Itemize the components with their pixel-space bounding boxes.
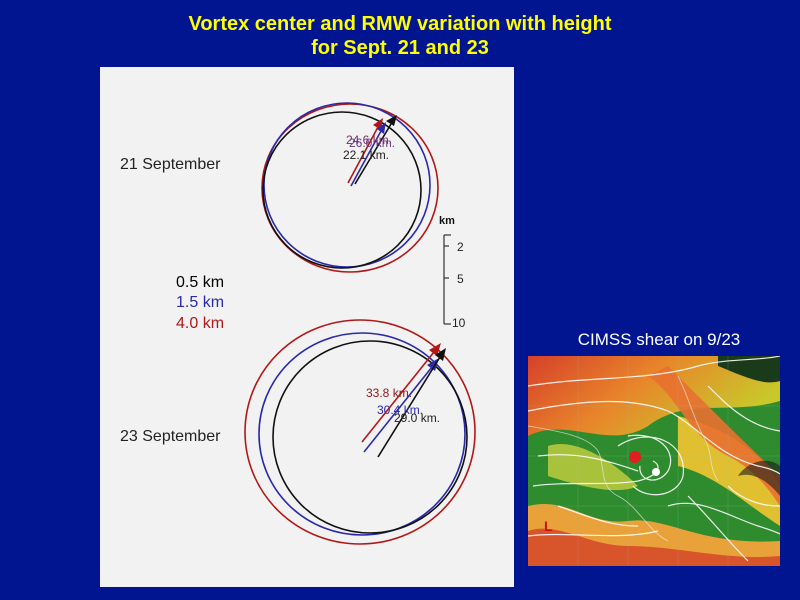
sep21-rmw-0-5km: 22.1 km.	[343, 148, 389, 162]
legend-4-0km: 4.0 km	[176, 315, 224, 332]
sep21-rmw-1-5km: 26.0 km.	[349, 136, 395, 150]
page-title: Vortex center and RMW variation with hei…	[0, 12, 800, 60]
vortex-diagram: 24.6 km. 26.0 km. 22.1 km. 33.8 km. 30.4…	[120, 102, 476, 545]
sep21-circle-0-5km	[262, 111, 422, 269]
scale-tick-10: 10	[452, 316, 466, 330]
sep23-rmw-4km: 33.8 km.	[366, 386, 412, 400]
height-scale: km 2 5 10	[439, 215, 466, 330]
row-label-21-september: 21 September	[120, 156, 221, 173]
legend-1-5km: 1.5 km	[176, 294, 224, 311]
sep23-arrows	[361, 343, 446, 458]
storm-eye	[652, 468, 660, 476]
sep23-circles	[244, 319, 476, 545]
vortex-diagram-panel: 24.6 km. 26.0 km. 22.1 km. 33.8 km. 30.4…	[100, 67, 514, 587]
sep21-arrowhead-blue	[377, 122, 386, 134]
sep23-rmw-1-5km: 30.4 km.	[377, 403, 423, 417]
shear-map-graphic: L	[528, 356, 780, 566]
sep23-circle-0-5km	[272, 340, 468, 534]
sep23-arrowhead-red	[429, 343, 441, 356]
scale-tick-2: 2	[457, 240, 464, 254]
sep23-circle-1-5km	[258, 332, 466, 536]
low-pressure-label: L	[544, 518, 553, 534]
sep21-rmw-4km: 24.6 km.	[346, 133, 392, 147]
scale-unit: km	[439, 215, 455, 227]
title-line-2: for Sept. 21 and 23	[311, 37, 489, 59]
scale-tick-5: 5	[457, 272, 464, 286]
row-label-23-september: 23 September	[120, 428, 221, 445]
storm-center-marker	[629, 451, 641, 463]
sep21-arrowhead-black	[386, 115, 397, 126]
sep23-rmw-0-5km: 29.0 km.	[394, 411, 440, 425]
sep21-arrows	[347, 115, 397, 187]
sep23-arrowhead-blue	[427, 358, 439, 371]
sep23-circle-4km	[244, 319, 476, 545]
sep21-circle-4km	[261, 103, 439, 273]
sep21-circle-1-5km	[263, 102, 431, 268]
legend-0-5km: 0.5 km	[176, 274, 224, 291]
cimss-shear-map: L	[528, 356, 780, 566]
sep23-arrowhead-black	[435, 348, 446, 361]
title-line-1: Vortex center and RMW variation with hei…	[188, 13, 612, 35]
height-legend: 0.5 km 1.5 km 4.0 km	[176, 274, 224, 332]
sep21-circles	[261, 102, 439, 273]
cimss-shear-title: CIMSS shear on 9/23	[577, 330, 741, 349]
